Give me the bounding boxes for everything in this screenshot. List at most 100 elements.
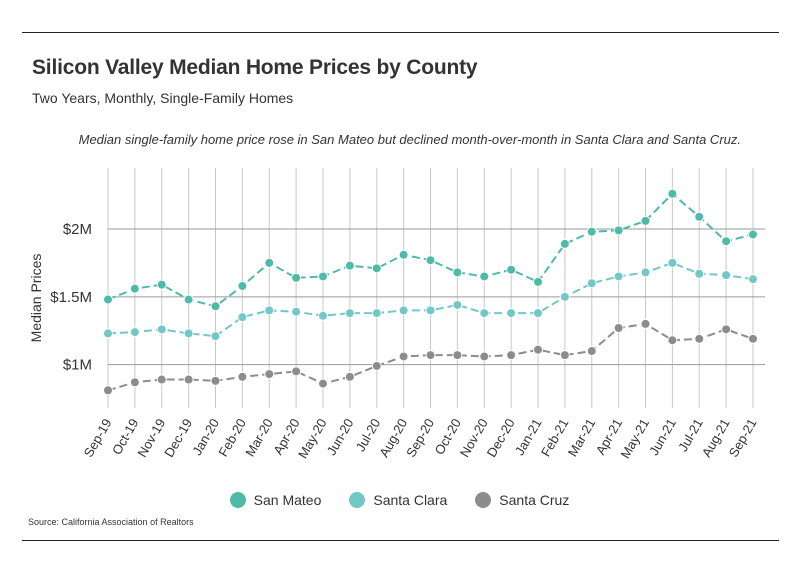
data-point: [318, 271, 328, 282]
legend-label-santa-clara: Santa Clara: [373, 492, 448, 508]
data-point: [291, 366, 302, 377]
data-point: [667, 335, 678, 346]
data-point: [586, 226, 597, 237]
x-tick-label: Sep-19: [81, 416, 115, 460]
source-note: Source: California Association of Realto…: [28, 517, 194, 527]
data-point: [479, 351, 490, 362]
data-point: [398, 351, 409, 362]
data-point: [586, 278, 597, 289]
data-point: [559, 291, 570, 302]
data-point: [425, 350, 436, 361]
data-point: [613, 271, 624, 282]
data-point: [694, 211, 705, 222]
data-point: [533, 308, 543, 319]
chart-subtitle: Two Years, Monthly, Single-Family Homes: [32, 90, 294, 106]
data-point: [721, 236, 732, 247]
data-point: [371, 263, 382, 274]
legend-swatch-santa-cruz: [475, 492, 492, 508]
y-tick-label: $1.5M: [50, 289, 92, 306]
chart-annotation: Median single-family home price rose in …: [78, 132, 741, 147]
data-point: [183, 294, 194, 305]
data-point: [506, 264, 517, 275]
data-point: [667, 188, 678, 199]
data-point: [533, 276, 543, 287]
legend-swatch-san-mateo: [229, 492, 246, 508]
data-point: [452, 350, 463, 361]
data-point: [129, 327, 140, 338]
data-point: [533, 344, 543, 355]
data-point: [318, 310, 328, 321]
bottom-rule: [22, 540, 779, 541]
data-point: [425, 255, 436, 266]
top-rule: [22, 32, 779, 33]
data-point: [694, 333, 705, 344]
data-point: [291, 272, 302, 283]
y-axis-label: Median Prices: [28, 254, 44, 343]
data-point: [613, 323, 624, 333]
legend-item-santa-cruz[interactable]: Santa Cruz: [475, 492, 569, 508]
data-point: [210, 301, 221, 312]
data-point: [264, 305, 275, 316]
data-point: [344, 371, 355, 382]
chart-title: Silicon Valley Median Home Prices by Cou…: [32, 56, 478, 79]
data-point: [264, 369, 275, 380]
data-point: [559, 238, 570, 249]
data-point: [344, 308, 355, 319]
data-point: [640, 215, 651, 226]
y-tick-label: $2M: [63, 221, 92, 238]
data-point: [237, 312, 248, 323]
data-point: [694, 268, 705, 279]
data-point: [103, 328, 113, 339]
data-point: [452, 299, 463, 310]
data-point: [640, 318, 651, 329]
data-point: [156, 324, 167, 335]
data-point: [479, 308, 490, 319]
x-tick-label: Mar-21: [565, 416, 599, 459]
data-point: [344, 260, 355, 271]
data-point: [103, 294, 113, 305]
data-point: [748, 333, 758, 344]
data-point: [156, 374, 167, 385]
data-point: [398, 305, 409, 316]
legend-item-san-mateo[interactable]: San Mateo: [229, 492, 322, 508]
data-point: [748, 274, 758, 285]
legend-label-santa-cruz: Santa Cruz: [499, 492, 570, 508]
data-point: [129, 283, 140, 294]
data-point: [264, 257, 275, 268]
data-point: [291, 306, 302, 317]
chart-legend: San Mateo Santa Clara Santa Cruz: [0, 492, 799, 508]
x-tick-label: Mar-20: [242, 416, 276, 459]
data-point: [156, 279, 167, 290]
data-point: [103, 385, 113, 396]
data-point: [506, 350, 517, 361]
data-point: [586, 346, 597, 357]
data-point: [371, 308, 382, 319]
data-point: [237, 371, 248, 382]
data-point: [506, 308, 517, 319]
legend-label-san-mateo: San Mateo: [253, 492, 322, 508]
legend-item-santa-clara[interactable]: Santa Clara: [349, 492, 447, 508]
data-point: [398, 249, 409, 260]
data-point: [479, 271, 490, 282]
data-point: [210, 331, 221, 342]
data-point: [748, 229, 758, 240]
data-point: [613, 225, 624, 236]
y-tick-label: $1M: [63, 357, 92, 374]
data-point: [559, 350, 570, 361]
data-point: [183, 374, 194, 385]
data-point: [640, 267, 651, 278]
data-point: [318, 378, 328, 389]
data-point: [183, 328, 194, 339]
data-point: [129, 377, 140, 388]
data-point: [721, 270, 732, 281]
data-point: [371, 360, 382, 371]
data-point: [237, 280, 248, 291]
legend-swatch-santa-clara: [349, 492, 366, 508]
data-point: [452, 267, 463, 278]
x-tick-label: Jun-21: [646, 416, 679, 458]
data-point: [425, 305, 436, 316]
data-point: [721, 324, 732, 335]
x-tick-label: Jun-20: [324, 416, 357, 458]
data-point: [210, 375, 221, 386]
